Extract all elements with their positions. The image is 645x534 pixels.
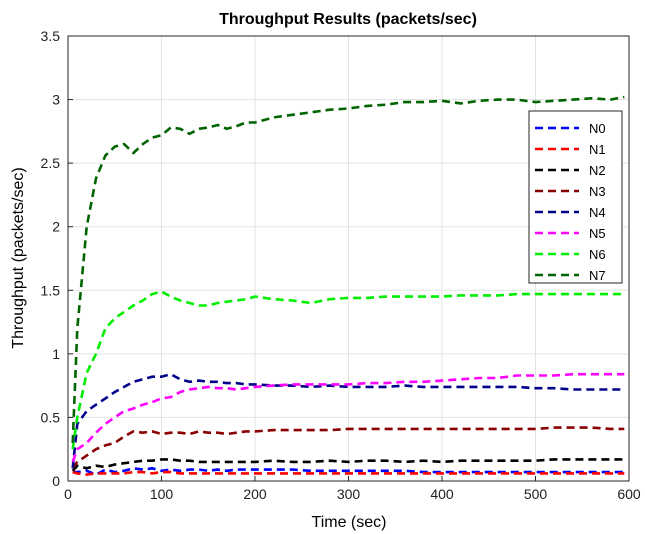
series-line-n4: [71, 372, 625, 469]
series-line-n7: [71, 95, 625, 443]
series-lines: [71, 95, 625, 476]
x-tick-label: 200: [243, 486, 267, 502]
x-tick-label: 500: [524, 486, 548, 502]
legend-label-n1: N1: [589, 142, 606, 157]
y-tick-label: 0: [52, 473, 60, 489]
x-tick-label: 600: [617, 486, 641, 502]
series-line-n5: [71, 372, 625, 463]
legend: N0 N1 N2 N3 N4 N5 N6 N7: [528, 110, 623, 284]
x-tick-label: 0: [64, 486, 72, 502]
x-tick-label: 100: [150, 486, 174, 502]
y-tick-label: 2.5: [41, 155, 61, 171]
legend-label-n0: N0: [589, 121, 606, 136]
y-tick-label: 2: [52, 219, 60, 235]
y-tick-label: 3.5: [41, 28, 61, 44]
series-line-n6: [71, 290, 625, 450]
x-tick-label: 400: [430, 486, 454, 502]
x-tick-label: 300: [337, 486, 361, 502]
y-axis-label: Throughput (packets/sec): [10, 167, 27, 348]
legend-label-n7: N7: [589, 268, 606, 283]
x-axis-label: Time (sec): [312, 514, 387, 531]
x-axis-ticks: 0 100 200 300 400 500 600: [64, 476, 641, 502]
legend-label-n2: N2: [589, 163, 606, 178]
legend-label-n5: N5: [589, 226, 606, 241]
series-line-n1: [72, 470, 625, 476]
y-tick-label: 0.5: [41, 409, 61, 425]
series-line-n2: [71, 458, 625, 472]
chart-title: Throughput Results (packets/sec): [219, 11, 477, 28]
legend-label-n6: N6: [589, 247, 606, 262]
series-line-n3: [71, 426, 625, 470]
y-axis-ticks: 0 0.5 1 1.5 2 2.5 3 3.5: [41, 28, 73, 489]
legend-label-n4: N4: [589, 205, 606, 220]
legend-box: [528, 110, 623, 284]
y-tick-label: 3: [52, 92, 60, 108]
y-tick-label: 1.5: [41, 282, 61, 298]
y-tick-label: 1: [52, 346, 60, 362]
legend-label-n3: N3: [589, 184, 606, 199]
